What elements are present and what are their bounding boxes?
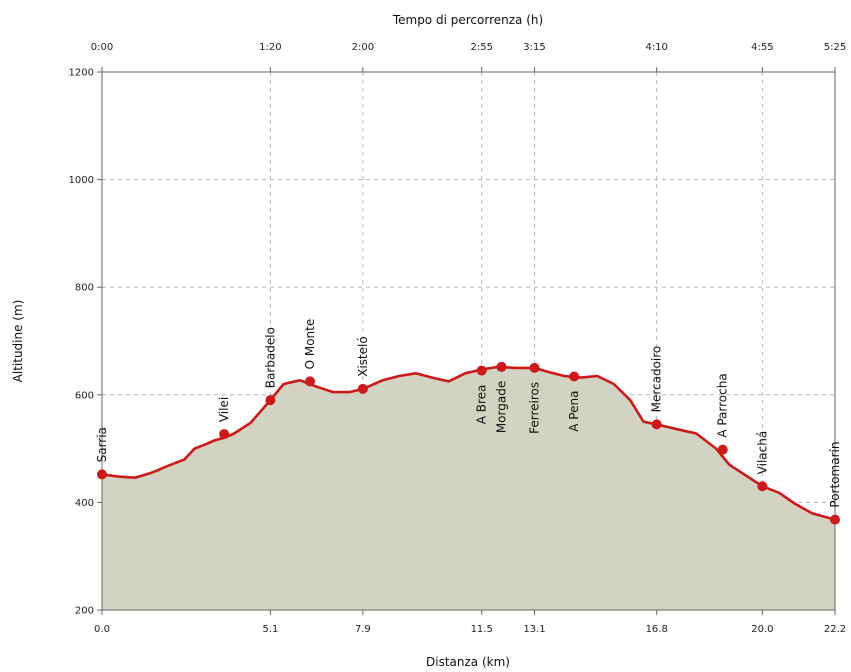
x-tick-label: 13.1: [523, 624, 545, 635]
waypoint-markers: [97, 361, 840, 525]
waypoint-marker: [496, 361, 507, 372]
waypoint-label: Barbadelo: [263, 327, 277, 388]
waypoint-label: Morgade: [495, 381, 509, 433]
y-tick-label: 200: [75, 606, 94, 617]
top-tick-label: 0:00: [91, 42, 113, 53]
y-tick-label: 1000: [69, 175, 94, 186]
waypoint-label: A Pena: [567, 391, 581, 432]
x-tick-label: 5.1: [262, 624, 278, 635]
x-tick-label: 16.8: [646, 624, 668, 635]
top-tick-label: 4:55: [751, 42, 773, 53]
x-axis-title: Distanza (km): [426, 655, 510, 669]
waypoint-marker: [265, 395, 276, 406]
y-tick-label: 600: [75, 390, 94, 401]
waypoint-marker: [305, 376, 316, 387]
top-tick-label: 3:15: [523, 42, 545, 53]
y-tick-label: 400: [75, 498, 94, 509]
y-tick-label: 800: [75, 283, 94, 294]
top-tick-label: 2:55: [470, 42, 492, 53]
waypoint-marker: [529, 362, 540, 373]
waypoint-label: Vilei: [217, 397, 231, 422]
x-tick-label: 11.5: [471, 624, 493, 635]
waypoint-marker: [651, 419, 662, 430]
y-tick-label: 1200: [69, 68, 94, 79]
top-tick-label: 5:25: [824, 42, 846, 53]
tick-group: 200 400 600 800 1000 1200 0.0 5.1 7.9 11.5 13.1 16.…: [69, 42, 847, 635]
waypoint-label: Sarria: [95, 427, 109, 462]
waypoint-label: Mercadoiro: [650, 346, 664, 413]
x-tick-label: 7.9: [355, 624, 371, 635]
waypoint-label: A Parrocha: [716, 373, 730, 437]
x-tick-label: 20.0: [751, 624, 773, 635]
waypoint-labels: Sarria Vilei Barbadelo O Monte Xisteló A Brea…: [95, 319, 842, 508]
top-tick-label: 1:20: [259, 42, 281, 53]
waypoint-marker: [717, 444, 728, 455]
waypoint-marker: [97, 469, 107, 480]
elevation-area-group: [100, 365, 837, 610]
elevation-line: [100, 365, 837, 521]
waypoint-marker: [830, 514, 840, 525]
elevation-area: [102, 366, 835, 610]
waypoint-marker: [357, 383, 368, 394]
waypoint-label: Vilachá: [755, 431, 769, 475]
waypoint-marker: [219, 429, 230, 440]
y-axis-title: Altitudine (m): [11, 300, 25, 383]
waypoint-label: A Brea: [475, 385, 489, 425]
top-tick-label: 2:00: [352, 42, 374, 53]
waypoint-marker: [757, 481, 768, 492]
waypoint-label: Ferreiros: [528, 382, 542, 434]
top-axis-title: Tempo di percorrenza (h): [392, 13, 543, 27]
waypoint-label: Xisteló: [356, 336, 370, 377]
top-tick-label: 4:10: [645, 42, 667, 53]
x-tick-label: 0.0: [94, 624, 110, 635]
waypoint-marker: [569, 371, 580, 382]
waypoint-label: O Monte: [303, 319, 317, 370]
waypoint-label: Portomarín: [828, 442, 842, 508]
waypoint-marker: [476, 365, 487, 376]
x-tick-label: 22.2: [824, 624, 846, 635]
